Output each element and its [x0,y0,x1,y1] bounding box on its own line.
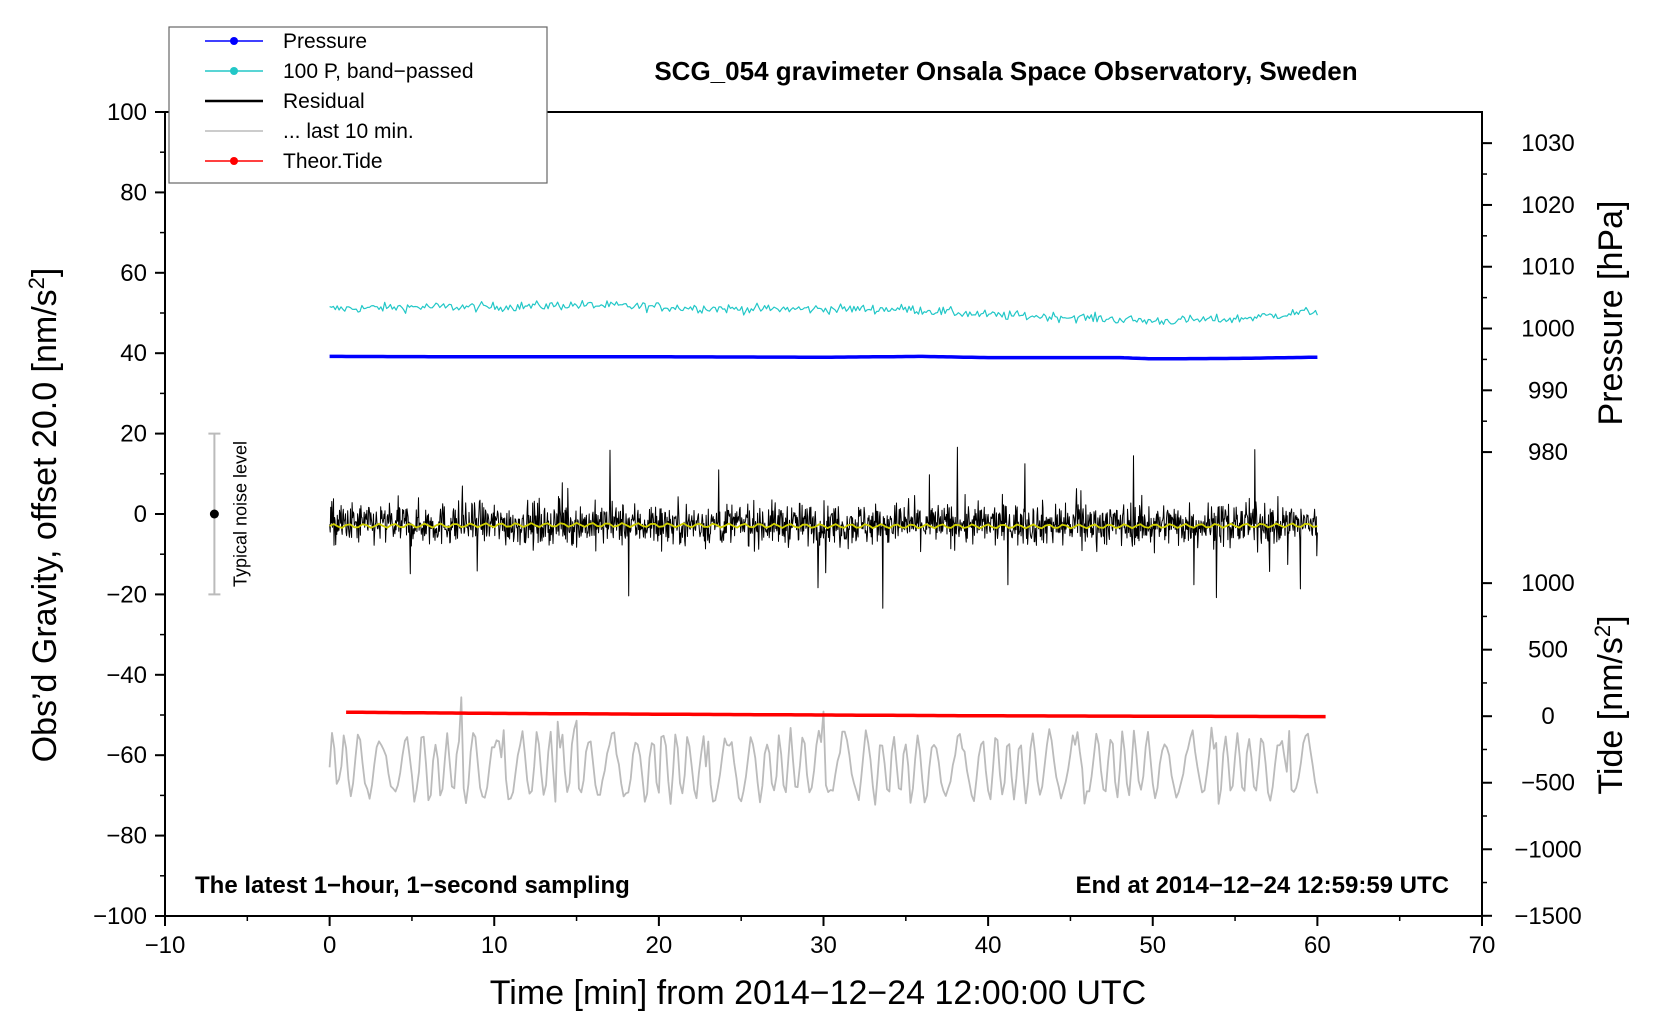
x-tick-label: 50 [1139,932,1166,959]
y-tick-label: −40 [106,662,147,689]
y-tick-label: −100 [93,903,147,930]
series-theor-tide-line [346,710,1326,719]
x-tick-label: 0 [323,932,336,959]
series-layer [328,300,1326,806]
x-tick-label: 60 [1304,932,1331,959]
x-tick-label: 40 [975,932,1002,959]
tide-tick-label: 500 [1528,637,1568,664]
series-residual-smoothed-line [329,522,1318,530]
y-tick-label: 20 [120,421,147,448]
y-tick-label: −60 [106,742,147,769]
y-tick-label: 80 [120,179,147,206]
pressure-tick-label: 1020 [1521,192,1574,219]
x-axis-title: Time [min] from 2014−12−24 12:00:00 UTC [490,974,1146,1012]
tide-tick-label: 0 [1541,703,1554,730]
y-axis-title-tide: Tide [nm/s2] [1590,615,1631,794]
tide-tick-label: −500 [1521,770,1575,797]
chart-title: SCG_054 gravimeter Onsala Space Observat… [654,56,1357,86]
legend-last-10-min-label: ... last 10 min. [283,120,414,143]
pressure-tick-label: 980 [1528,439,1568,466]
pressure-tick-label: 990 [1528,377,1568,404]
y-tick-label: 0 [134,501,147,528]
y-tick-label: 100 [107,99,147,126]
x-tick-label: 20 [646,932,673,959]
pressure-tick-label: 1010 [1521,254,1574,281]
legend-pressure-label: Pressure [283,30,367,53]
x-tick-label: 30 [810,932,837,959]
noise-bar-center-dot [209,509,219,519]
note-end-time: End at 2014−12−24 12:59:59 UTC [1075,872,1449,899]
pressure-tick-label: 1030 [1521,130,1574,157]
y-axis-title-pressure: Pressure [hPa] [1592,201,1630,426]
pressure-tick-label: 1000 [1521,316,1574,343]
legend-100-p-band-passed-marker [230,67,238,75]
series-residual-line [329,446,1318,609]
tide-tick-label: −1000 [1514,836,1581,863]
tide-tick-label: 1000 [1521,570,1574,597]
x-tick-label: −10 [145,932,186,959]
legend: Pressure 100 P, band−passed Residual ... la… [168,26,548,184]
x-tick-label: 70 [1469,932,1496,959]
y-tick-label: 40 [120,340,147,367]
tick-layer: −10 0 10 20 30 40 50 60 70−100−80−60−40−20020406… [93,99,1582,959]
y-tick-label: 60 [120,260,147,287]
noise-bar-label: Typical noise level [230,441,250,587]
y-axis-title-left: Obs’d Gravity, offset 20.0 [nm/s2] [24,268,65,763]
y-tick-label: −20 [106,581,147,608]
series-100-p-band-passed-line [329,300,1318,325]
legend-residual-label: Residual [283,90,365,113]
x-tick-label: 10 [481,932,508,959]
noise-level-indicator: Typical noise level [208,432,250,596]
legend-theor-tide-marker [230,157,238,165]
legend-100-p-band-passed-label: 100 P, band−passed [283,60,474,83]
legend-theor-tide-label: Theor.Tide [283,150,383,173]
series-pressure-line [329,354,1318,361]
y-tick-label: −80 [106,823,147,850]
legend-pressure-marker [230,37,238,45]
note-sampling: The latest 1−hour, 1−second sampling [195,872,630,899]
tide-tick-label: −1500 [1514,903,1581,930]
series--last-10-min-line [328,696,1319,806]
